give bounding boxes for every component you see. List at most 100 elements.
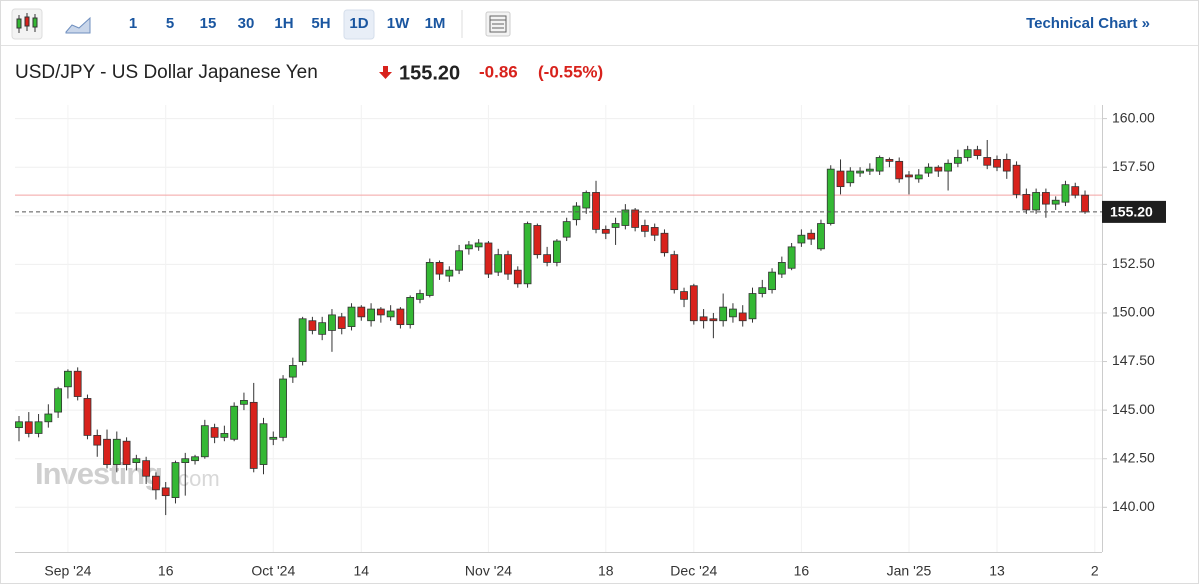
last-price-label: 155.20 [1110, 204, 1153, 220]
x-tick-label: Jan '25 [887, 563, 932, 579]
candle-body [416, 293, 424, 300]
candle-body [523, 223, 532, 285]
candle-body [924, 166, 933, 174]
candle-body [357, 306, 366, 318]
candle-body [328, 314, 336, 331]
y-tick-label: 160.00 [1112, 109, 1155, 125]
candle-body [103, 438, 111, 465]
candle-body [729, 308, 737, 318]
candle-body [533, 225, 542, 256]
candle-body [1071, 186, 1080, 196]
candle-body [24, 421, 33, 434]
candle-body [484, 242, 493, 275]
candle-body [748, 293, 757, 320]
candle-body [191, 456, 199, 462]
candle-body [582, 192, 591, 209]
candle-body [885, 159, 894, 162]
candle-body [513, 269, 522, 285]
change-percent: (-0.55%) [538, 62, 603, 81]
candle-body [83, 398, 92, 436]
candle-body [807, 232, 816, 240]
candle-body [973, 149, 982, 156]
candle-body [240, 400, 248, 405]
candle-body [689, 285, 698, 322]
down-arrow [379, 66, 392, 79]
candle-body [934, 166, 943, 172]
candle-body [142, 460, 151, 477]
y-tick-label: 145.00 [1112, 401, 1155, 417]
candle-body [269, 436, 278, 440]
candle-body [905, 174, 913, 178]
candle-body [318, 322, 327, 335]
interval-button[interactable]: 1D [349, 15, 368, 32]
candle-body [64, 370, 72, 388]
candle-body [249, 401, 258, 469]
candle-body [592, 192, 600, 230]
candle-icon[interactable] [11, 8, 43, 40]
interval-button[interactable]: 30 [238, 15, 255, 32]
candle-body [44, 413, 53, 423]
candle-body [865, 168, 874, 172]
change: -0.86 [479, 62, 518, 81]
candle-body [777, 262, 786, 275]
candle-body [376, 308, 385, 316]
area-icon[interactable] [65, 16, 91, 34]
candle-body [709, 318, 718, 322]
candle-body [1022, 193, 1031, 211]
candle-body [914, 174, 923, 180]
y-tick-label: 150.00 [1112, 304, 1155, 320]
candle-body [279, 378, 287, 438]
table-icon[interactable] [485, 11, 511, 37]
interval-button[interactable]: 5 [166, 15, 174, 32]
candle-body [1061, 184, 1070, 203]
candle-body [504, 254, 512, 275]
y-tick-label: 147.50 [1112, 352, 1155, 368]
candle-body [15, 421, 23, 429]
interval-button[interactable]: 1M [425, 15, 446, 32]
candle-body [787, 246, 796, 269]
candle-body [856, 170, 864, 174]
interval-button[interactable]: 15 [200, 15, 217, 32]
interval-button[interactable]: 1H [274, 15, 293, 32]
interval-button[interactable]: 5H [311, 15, 330, 32]
candle-body [445, 269, 454, 277]
candle-body [210, 427, 219, 438]
candle-body [54, 388, 63, 413]
candle-body [1002, 159, 1011, 172]
candle-body [836, 170, 845, 188]
candle-body [161, 487, 170, 497]
candle-body [73, 370, 82, 397]
candle-body [494, 254, 503, 273]
candle-body [308, 320, 317, 331]
candle-body [993, 159, 1001, 168]
candle-body [846, 170, 855, 184]
candle-body [112, 438, 121, 465]
candle-body [953, 157, 962, 164]
candle-body [386, 310, 395, 318]
x-tick-label: Nov '24 [465, 563, 512, 579]
candle-body [288, 365, 297, 378]
candle-body [719, 306, 728, 322]
y-tick-label: 157.50 [1112, 158, 1155, 174]
candle-body [1012, 164, 1021, 195]
candle-body [1081, 194, 1089, 213]
candle-body [1042, 192, 1050, 205]
candle-body [474, 242, 483, 248]
candle-body [768, 271, 776, 291]
watermark: Investing [35, 456, 162, 491]
candle-body [220, 433, 229, 438]
candle-body [660, 232, 669, 254]
candle-body [621, 209, 630, 226]
candle-body [171, 462, 180, 498]
instrument-title: USD/JPY - US Dollar Japanese Yen [15, 62, 318, 83]
candle-body [641, 225, 649, 232]
candle-body [650, 227, 659, 236]
candle-body [738, 312, 747, 322]
y-tick-label: 152.50 [1112, 255, 1155, 271]
technical-chart-link[interactable]: Technical Chart » [1026, 15, 1150, 32]
candle-body [543, 254, 552, 263]
interval-button[interactable]: 1W [387, 15, 410, 32]
candle-body [396, 308, 405, 326]
interval-button[interactable]: 1 [129, 15, 137, 32]
candle-body [553, 240, 561, 263]
